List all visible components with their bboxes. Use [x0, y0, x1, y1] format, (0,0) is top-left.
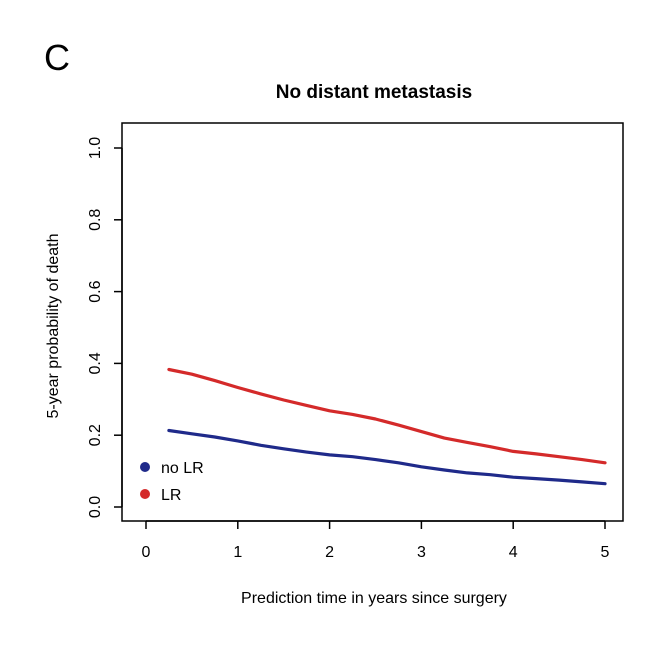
y-tick-label: 0.2 [87, 424, 104, 446]
series-line-lr [167, 367, 607, 465]
x-axis-title: Prediction time in years since surgery [241, 590, 507, 607]
chart-title: No distant metastasis [276, 82, 472, 103]
y-tick-label: 0.8 [87, 209, 104, 231]
x-tick-label: 4 [509, 544, 518, 561]
series-line-no-lr [167, 428, 607, 486]
legend-marker-lr [140, 489, 150, 499]
x-tick-label: 2 [325, 544, 334, 561]
x-tick-label: 1 [233, 544, 242, 561]
panel-letter: C [44, 37, 70, 78]
x-tick-label: 5 [601, 544, 610, 561]
x-axis: 0 1 2 3 4 5 [142, 520, 610, 561]
legend-marker-no-lr [140, 462, 150, 472]
legend-label-lr: LR [161, 487, 181, 504]
series-layer [167, 367, 607, 486]
y-tick-label: 0.6 [87, 280, 104, 302]
y-axis: 0.0 0.2 0.4 0.6 0.8 1.0 [87, 137, 123, 518]
y-tick-label: 0.0 [87, 496, 104, 518]
x-tick-label: 0 [142, 544, 151, 561]
legend-label-no-lr: no LR [161, 460, 204, 477]
y-axis-title: 5-year probability of death [45, 234, 62, 419]
x-tick-label: 3 [417, 544, 426, 561]
legend: no LR LR [140, 460, 204, 504]
y-tick-label: 1.0 [87, 137, 104, 159]
y-tick-label: 0.4 [87, 352, 104, 374]
